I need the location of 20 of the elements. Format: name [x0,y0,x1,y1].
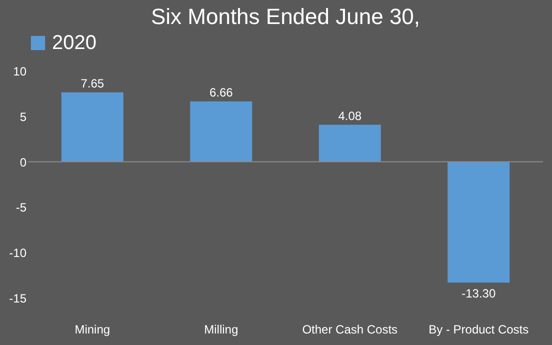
bar [318,124,381,162]
x-tick-label: Other Cash Costs [302,322,398,336]
bar [448,162,510,283]
chart-title: Six Months Ended June 30, [150,4,420,29]
x-tick-label: By - Product Costs [428,322,529,336]
data-label: -13.30 [462,286,496,301]
data-label: 4.08 [338,108,362,123]
y-tick-label: 10 [13,64,27,78]
y-tick-label: -15 [9,292,27,306]
data-label: 6.66 [209,85,234,100]
bar [61,92,124,162]
y-tick-label: -10 [9,246,27,260]
y-tick-label: -5 [16,200,27,215]
data-label: 7.65 [80,76,104,90]
x-tick-label: Mining [74,322,110,336]
legend-label: 2020 [52,32,96,54]
y-tick-label: 0 [20,155,27,170]
x-tick-label: Milling [204,322,238,336]
y-tick-label: 5 [20,110,27,124]
bar [190,101,252,162]
